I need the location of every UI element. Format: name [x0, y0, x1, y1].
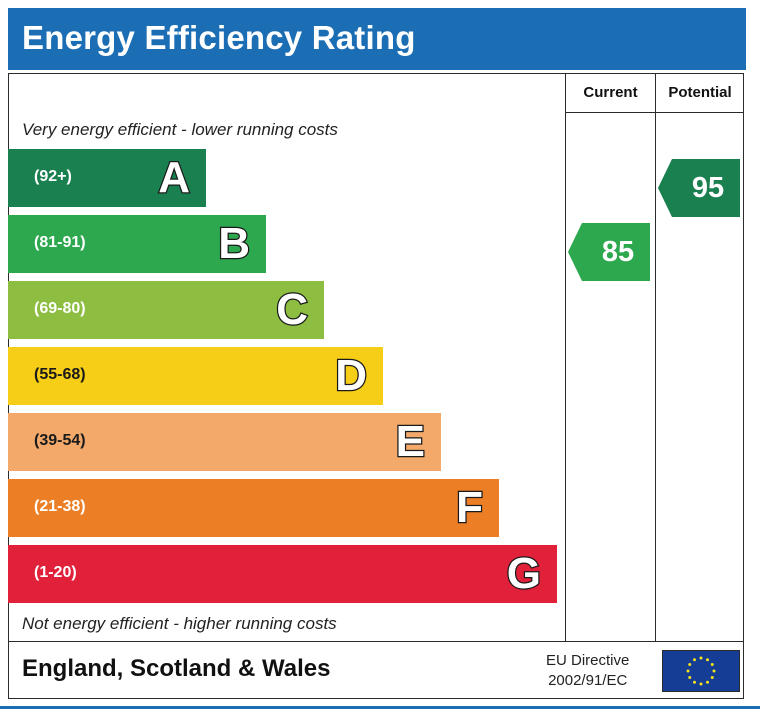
arrow-shape	[568, 223, 650, 281]
flag-star	[706, 658, 709, 662]
column-divider-current	[565, 73, 566, 642]
band-g: (1-20) G	[8, 545, 557, 603]
column-divider-potential	[655, 73, 656, 642]
caption-bottom: Not energy efficient - higher running co…	[22, 614, 337, 633]
directive-line-1: EU Directive	[546, 652, 630, 669]
bottom-accent-line	[0, 706, 760, 709]
band-letter: E	[394, 416, 426, 468]
band-letter: B	[217, 218, 251, 270]
column-header-current: Current	[583, 84, 638, 101]
band-range-label: (81-91)	[34, 234, 86, 251]
title-bar: Energy Efficiency Rating	[8, 8, 746, 70]
flag-star	[710, 676, 714, 679]
footer-directive: EU Directive 2002/91/EC	[546, 651, 629, 691]
potential-rating-value: 95	[691, 172, 725, 204]
band-b: (81-91) B	[8, 215, 266, 273]
band-e: (39-54) E	[8, 413, 441, 471]
chart-title: Energy Efficiency Rating	[22, 19, 416, 56]
band-a: (92+) A	[8, 149, 206, 207]
potential-rating-arrow: 95	[658, 159, 740, 217]
band-d: (55-68) D	[8, 347, 383, 405]
band-range-label: (92+)	[34, 168, 72, 185]
flag-star	[686, 669, 690, 673]
current-rating-value: 85	[601, 236, 635, 268]
band-range-label: (21-38)	[34, 498, 86, 515]
header-divider	[565, 112, 744, 113]
band-range-label: (39-54)	[34, 432, 86, 449]
band-letter: G	[506, 548, 543, 600]
band-f: (21-38) F	[8, 479, 499, 537]
flag-star	[693, 680, 696, 684]
eu-flag-icon	[662, 650, 740, 692]
band-range-label: (69-80)	[34, 300, 86, 317]
band-c: (69-80) C	[8, 281, 324, 339]
band-letter: D	[334, 350, 368, 402]
band-range-label: (1-20)	[34, 564, 77, 581]
flag-star	[688, 663, 692, 666]
arrow-shape	[658, 159, 740, 217]
flag-star	[712, 669, 716, 673]
flag-star	[688, 676, 692, 679]
flag-star	[693, 658, 696, 662]
flag-star	[699, 682, 703, 686]
band-letter: C	[275, 284, 309, 336]
band-letter: F	[455, 482, 484, 534]
column-header-potential: Potential	[668, 84, 732, 101]
flag-star	[699, 656, 703, 660]
band-letter: A	[157, 152, 191, 204]
directive-line-2: 2002/91/EC	[548, 672, 628, 689]
footer-divider	[8, 641, 744, 642]
current-rating-arrow: 85	[568, 223, 650, 281]
flag-star	[706, 680, 709, 684]
band-range-label: (55-68)	[34, 366, 86, 383]
footer-region: England, Scotland & Wales	[22, 655, 331, 682]
flag-star	[710, 663, 714, 666]
caption-top: Very energy efficient - lower running co…	[22, 120, 338, 139]
